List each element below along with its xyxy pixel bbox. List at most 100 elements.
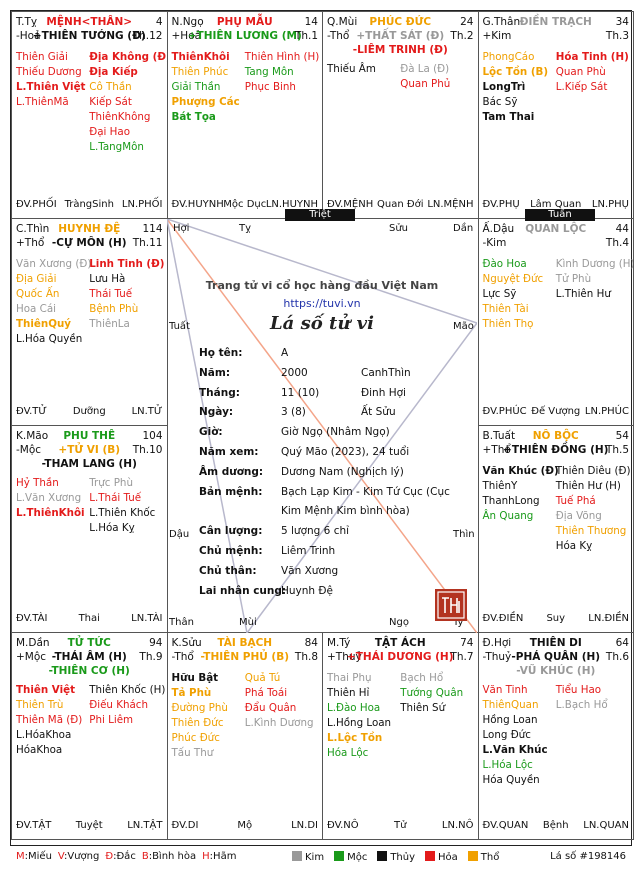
minor-star: Linh Tinh (Đ) bbox=[89, 258, 165, 270]
legend-code-key: B bbox=[141, 851, 149, 862]
foot-left: ĐV.TẬT bbox=[16, 820, 52, 831]
palace-th: Th.4 bbox=[605, 237, 629, 249]
minor-star: L.Kiếp Sát bbox=[555, 81, 608, 93]
minor-star: Tử Phù bbox=[555, 273, 592, 285]
foot-center: Mộc Dục bbox=[223, 199, 267, 210]
minor-star: ThiênKhôi bbox=[171, 51, 230, 63]
minor-star: Phá Toái bbox=[244, 687, 288, 699]
corner-suu: Sửu bbox=[389, 223, 409, 234]
foot-left: ĐV.MỆNH bbox=[327, 199, 374, 210]
minor-star: Thái Tuế bbox=[89, 288, 133, 300]
info-value: Giờ Ngọ (Nhâm Ngọ) bbox=[281, 426, 390, 439]
minor-star: Đại Hao bbox=[89, 126, 131, 138]
minor-star: Hồng Loan bbox=[482, 714, 538, 726]
minor-star: L.Đào Hoa bbox=[327, 702, 381, 714]
corner-ty: Tỵ bbox=[239, 223, 252, 234]
info-value: 11 (10) bbox=[281, 386, 320, 399]
minor-star: Ân Quang bbox=[482, 510, 534, 522]
major-star: -THIÊN PHỦ (B) bbox=[200, 651, 290, 663]
palace-name: THIÊN DI bbox=[529, 637, 582, 649]
palace-ty2[interactable]: M.Tý TẬT ÁCH 74 +Thuỷ +THÁI DƯƠNG (H) Th.7 Tha… bbox=[322, 632, 479, 840]
palace-ty[interactable]: T.Tỵ MỆNH<THÂN> 4 -Hoả +THIÊN TƯỚNG (Đ) Th.12… bbox=[11, 11, 168, 219]
palace-dan[interactable]: M.Dần TỬ TỨC 94 +Mộc -THÁI ÂM (H) Th.9 -THIÊN … bbox=[11, 632, 168, 840]
minor-star: L.TangMôn bbox=[89, 141, 144, 153]
foot-left: ĐV.HUYNH bbox=[171, 199, 224, 210]
foot-center: Quan Đới bbox=[377, 199, 424, 210]
salmon-line bbox=[167, 219, 477, 633]
info-row: Tháng: 11 (10) Đinh Hợi bbox=[199, 387, 459, 405]
foot-left: ĐV.TÀI bbox=[16, 613, 48, 624]
minor-star: Văn Xương (Đ) bbox=[16, 258, 92, 270]
minor-star: Địa Không (Đ) bbox=[89, 51, 168, 63]
info-value: 3 (8) bbox=[281, 406, 306, 419]
palace-name: TÀI BẠCH bbox=[217, 637, 273, 649]
palace-age: 94 bbox=[149, 637, 163, 649]
info-value: Bạch Lạp Kim - Kim Tứ Cục (Cục bbox=[281, 485, 450, 498]
palace-ngo[interactable]: N.Ngọ PHỤ MẪU 14 +Hoả +THIÊN LƯƠNG (M) Th.1 Th… bbox=[166, 11, 323, 219]
foot-left: ĐV.PHÚC bbox=[482, 406, 527, 417]
foot-left: ĐV.PHỤ bbox=[482, 199, 520, 210]
palace-age: 104 bbox=[142, 430, 163, 442]
legend-element-text: Thủy bbox=[390, 852, 416, 863]
legend-code-key: H bbox=[202, 851, 210, 862]
palace-than[interactable]: G.Thân ĐIỀN TRẠCH 34 +Kim Th.3 PhongCáo Lộc Tồ… bbox=[477, 11, 634, 219]
info-key: Năm: bbox=[199, 366, 231, 379]
palace-element: -Thổ bbox=[327, 30, 350, 42]
major-star: -PHÁ QUÂN (H) bbox=[511, 651, 601, 663]
corner-ty2: Tý bbox=[453, 617, 464, 628]
foot-center: Đế Vượng bbox=[531, 406, 581, 417]
info-row: Âm dương: Dương Nam (Nghịch lý) bbox=[199, 466, 459, 484]
info-row: Kim Mệnh Kim bình hòa) bbox=[199, 505, 459, 523]
foot-center: Tuyệt bbox=[75, 820, 103, 831]
center-info-panel: Hợi Tỵ Sửu Dần Tuất Mão Dậu Thìn Thân Mù… bbox=[167, 219, 477, 633]
minor-star: Điếu Khách bbox=[89, 699, 148, 711]
minor-star: Địa Giải bbox=[16, 273, 57, 285]
palace-age: 84 bbox=[304, 637, 318, 649]
minor-star: L.Văn Khúc bbox=[482, 744, 548, 756]
minor-star: Quốc Ấn bbox=[16, 288, 60, 300]
foot-right: LN.TẬT bbox=[127, 820, 163, 831]
legend-code: H:Hãm bbox=[202, 851, 237, 862]
minor-star: Đẩu Quân bbox=[244, 702, 297, 714]
palace-tuat[interactable]: B.Tuất NÔ BỘC 54 +Thổ +THIÊN ĐỒNG (H) Th.5 Văn… bbox=[477, 425, 634, 633]
minor-star: ThiênQuan bbox=[482, 699, 539, 711]
legend-element-text: Mộc bbox=[347, 852, 368, 863]
minor-star: Giải Thần bbox=[171, 81, 221, 93]
corner-mui: Mùi bbox=[239, 617, 257, 628]
foot-center: TràngSinh bbox=[64, 199, 114, 210]
foot-left: ĐV.QUAN bbox=[482, 820, 529, 831]
foot-right: LN.NÔ bbox=[441, 820, 474, 831]
minor-star: L.Bạch Hổ bbox=[555, 699, 608, 711]
line-b bbox=[167, 219, 477, 324]
palace-dau[interactable]: Ấ.Dậu QUAN LỘC 44 -Kim Th.4 Đào Hoa Nguyệt Đức… bbox=[477, 218, 634, 426]
minor-star: ThiênKhông bbox=[89, 111, 151, 123]
palace-hoi[interactable]: Đ.Hợi THIÊN DI 64 -Thuỷ -PHÁ QUÂN (H) Th.6 -VŨ… bbox=[477, 632, 634, 840]
minor-star: Bạch Hổ bbox=[400, 672, 444, 684]
palace-age: 24 bbox=[460, 16, 474, 28]
palace-element: -Thuỷ bbox=[482, 651, 512, 663]
element-swatch bbox=[334, 851, 345, 861]
minor-star: L.Thiên Hư bbox=[555, 288, 611, 300]
palace-name: MỆNH<THÂN> bbox=[46, 16, 133, 28]
minor-star: Thiếu Dương bbox=[16, 66, 82, 78]
foot-left: ĐV.ĐIỀN bbox=[482, 613, 524, 624]
minor-star: ThiênLa bbox=[89, 318, 130, 330]
minor-star: Thiên Việt bbox=[16, 684, 76, 696]
palace-thin[interactable]: C.Thìn HUYNH ĐỆ 114 +Thổ -CỰ MÔN (H) Th.11 Văn… bbox=[11, 218, 168, 426]
minor-star: Thiên Thọ bbox=[482, 318, 534, 330]
info-value-2: Ất Sửu bbox=[361, 406, 396, 419]
legend-code: Đ:Đắc bbox=[105, 851, 136, 862]
palace-name: NÔ BỘC bbox=[532, 430, 579, 442]
minor-star: Thiên Thương bbox=[555, 525, 627, 537]
info-row: Cân lượng: 5 lượng 6 chỉ bbox=[199, 525, 459, 543]
palace-mui[interactable]: Q.Mùi PHÚC ĐỨC 24 -Thổ +THẤT SÁT (Đ) Th.2 -LIÊ… bbox=[322, 11, 479, 219]
palace-th: Th.9 bbox=[139, 651, 163, 663]
palace-suu[interactable]: K.Sửu TÀI BẠCH 84 -Thổ -THIÊN PHỦ (B) Th.8 Hữu… bbox=[166, 632, 323, 840]
palace-mao[interactable]: K.Mão PHU THÊ 104 -Mộc +TỬ VI (B) Th.10 -THAM … bbox=[11, 425, 168, 633]
foot-right: LN.PHÚC bbox=[584, 406, 629, 417]
major-star: +TỬ VI (B) bbox=[58, 444, 121, 456]
minor-star: L.Hóa Kỵ bbox=[89, 522, 135, 534]
site-url[interactable]: https://tuvi.vn bbox=[283, 297, 361, 310]
info-value: Kim Mệnh Kim bình hòa) bbox=[281, 505, 410, 518]
minor-star: Tướng Quân bbox=[400, 687, 464, 699]
